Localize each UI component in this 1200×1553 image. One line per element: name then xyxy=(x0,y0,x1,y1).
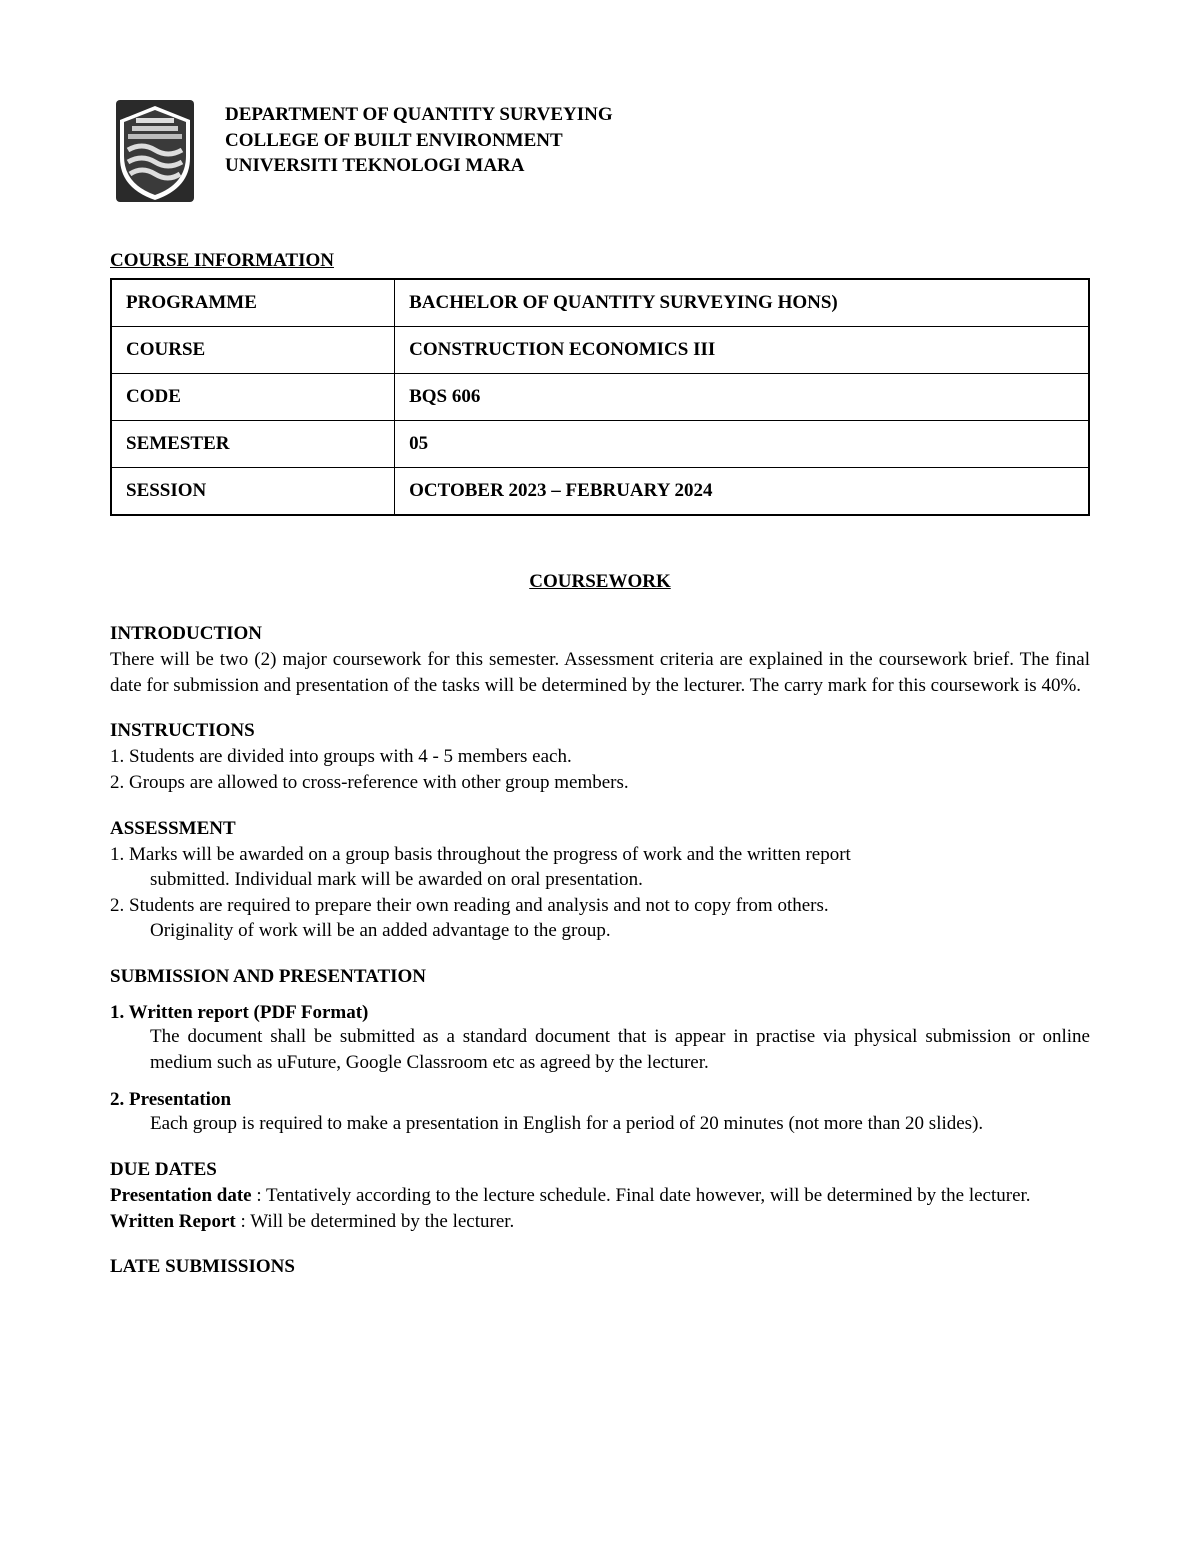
info-label: SESSION xyxy=(111,468,395,516)
assessment-item: 2. Students are required to prepare thei… xyxy=(110,893,1090,919)
instruction-item: 2. Groups are allowed to cross-reference… xyxy=(110,770,1090,796)
intro-text: There will be two (2) major coursework f… xyxy=(110,647,1090,698)
submission-item-title: 1. Written report (PDF Format) xyxy=(110,1002,1090,1024)
assessment-heading: ASSESSMENT xyxy=(110,818,1090,840)
info-value: 05 xyxy=(395,421,1089,468)
info-value: OCTOBER 2023 – FEBRUARY 2024 xyxy=(395,468,1089,516)
course-info-table: PROGRAMME BACHELOR OF QUANTITY SURVEYING… xyxy=(110,278,1090,516)
instructions-heading: INSTRUCTIONS xyxy=(110,720,1090,742)
university-line: UNIVERSITI TEKNOLOGI MARA xyxy=(225,153,613,179)
info-value: BQS 606 xyxy=(395,374,1089,421)
header-institution: DEPARTMENT OF QUANTITY SURVEYING COLLEGE… xyxy=(225,100,613,179)
submission-heading: SUBMISSION AND PRESENTATION xyxy=(110,966,1090,988)
table-row: PROGRAMME BACHELOR OF QUANTITY SURVEYING… xyxy=(111,279,1089,327)
info-label: COURSE xyxy=(111,327,395,374)
presentation-label: Presentation date xyxy=(110,1185,252,1206)
assessment-item: 1. Marks will be awarded on a group basi… xyxy=(110,842,1090,868)
assessment-cont: submitted. Individual mark will be award… xyxy=(110,867,1090,893)
late-submissions-heading: LATE SUBMISSIONS xyxy=(110,1256,1090,1278)
written-label: Written Report xyxy=(110,1211,236,1232)
submission-item-title: 2. Presentation xyxy=(110,1089,1090,1111)
due-date-presentation: Presentation date : Tentatively accordin… xyxy=(110,1183,1090,1209)
document-header: DEPARTMENT OF QUANTITY SURVEYING COLLEGE… xyxy=(110,100,1090,210)
course-info-heading: COURSE INFORMATION xyxy=(110,250,1090,272)
table-row: CODE BQS 606 xyxy=(111,374,1089,421)
info-label: SEMESTER xyxy=(111,421,395,468)
info-label: CODE xyxy=(111,374,395,421)
info-value: BACHELOR OF QUANTITY SURVEYING HONS) xyxy=(395,279,1089,327)
assessment-cont: Originality of work will be an added adv… xyxy=(110,918,1090,944)
due-date-written: Written Report : Will be determined by t… xyxy=(110,1209,1090,1235)
presentation-text: : Tentatively according to the lecture s… xyxy=(252,1185,1031,1206)
university-logo-icon xyxy=(110,100,200,210)
table-row: COURSE CONSTRUCTION ECONOMICS III xyxy=(111,327,1089,374)
coursework-title: COURSEWORK xyxy=(110,571,1090,593)
table-row: SESSION OCTOBER 2023 – FEBRUARY 2024 xyxy=(111,468,1089,516)
submission-item-text: The document shall be submitted as a sta… xyxy=(110,1024,1090,1075)
submission-item-text: Each group is required to make a present… xyxy=(110,1111,1090,1137)
college-line: COLLEGE OF BUILT ENVIRONMENT xyxy=(225,128,613,154)
assessment-line: 1. Marks will be awarded on a group basi… xyxy=(110,844,851,865)
written-text: : Will be determined by the lecturer. xyxy=(236,1211,515,1232)
info-value: CONSTRUCTION ECONOMICS III xyxy=(395,327,1089,374)
assessment-line: 2. Students are required to prepare thei… xyxy=(110,895,829,916)
instruction-item: 1. Students are divided into groups with… xyxy=(110,744,1090,770)
dept-line: DEPARTMENT OF QUANTITY SURVEYING xyxy=(225,102,613,128)
table-row: SEMESTER 05 xyxy=(111,421,1089,468)
intro-heading: INTRODUCTION xyxy=(110,623,1090,645)
due-dates-heading: DUE DATES xyxy=(110,1159,1090,1181)
info-label: PROGRAMME xyxy=(111,279,395,327)
